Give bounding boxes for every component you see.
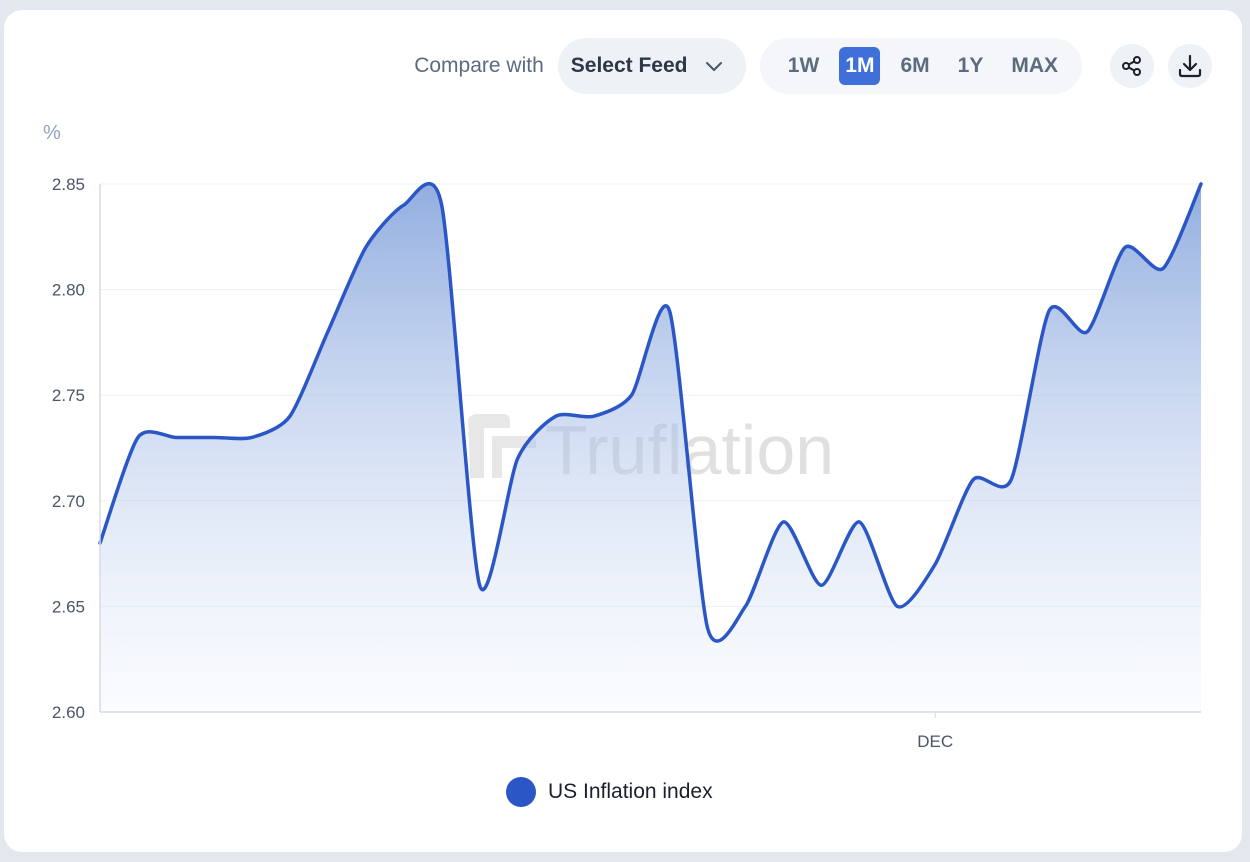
x-tick-label: DEC [917,732,953,751]
data-point[interactable] [1008,477,1014,483]
data-point[interactable] [932,561,938,567]
share-icon [1122,56,1141,76]
data-point[interactable] [894,603,900,609]
y-tick-label: 2.80 [52,281,85,300]
range-1m-button[interactable]: 1M [839,47,881,85]
data-point[interactable] [211,434,217,440]
download-icon [1178,54,1202,78]
data-point[interactable] [515,456,521,462]
data-point[interactable] [666,308,672,314]
data-point[interactable] [287,413,293,419]
data-point[interactable] [818,582,824,588]
range-max-button[interactable]: MAX [1011,54,1058,77]
data-point[interactable] [1046,308,1052,314]
y-tick-label: 2.85 [52,175,85,194]
data-point[interactable] [704,625,710,631]
data-point[interactable] [742,603,748,609]
range-1w-button[interactable]: 1W [787,54,820,77]
data-point[interactable] [591,413,597,419]
y-axis-ticks: 2.85 2.80 2.75 2.70 2.65 2.60 [52,175,85,722]
data-point[interactable] [629,392,635,398]
legend-label: US Inflation index [548,780,713,803]
select-feed-dropdown[interactable]: Select Feed [557,38,746,94]
share-button[interactable] [1110,44,1154,88]
data-point[interactable] [135,434,141,440]
y-tick-label: 2.60 [52,703,85,722]
data-point[interactable] [401,202,407,208]
range-6m-button[interactable]: 6M [900,54,930,77]
series-area-fill [100,183,1201,712]
chart-legend[interactable]: US Inflation index [506,777,713,807]
data-point[interactable] [856,519,862,525]
data-point[interactable] [1160,265,1166,271]
compare-label: Compare with [414,54,544,77]
data-point[interactable] [970,477,976,483]
series-line-us-inflation-index [98,181,1203,643]
y-tick-label: 2.75 [52,386,85,405]
data-point[interactable] [553,413,559,419]
y-tick-label: 2.65 [52,597,85,616]
data-point[interactable] [1198,181,1204,187]
data-point[interactable] [173,434,179,440]
truflation-logo-icon [468,414,510,478]
legend-marker [506,777,536,807]
data-point[interactable] [780,519,786,525]
download-button[interactable] [1168,44,1212,88]
y-axis-unit-label: % [43,122,61,144]
data-point[interactable] [325,329,331,335]
select-feed-label: Select Feed [570,54,688,77]
range-selector: 1W 1M 6M 1Y MAX [759,38,1082,94]
data-point[interactable] [249,434,255,440]
data-point[interactable] [1122,244,1128,250]
data-point[interactable] [477,582,483,588]
data-point[interactable] [1084,329,1090,335]
chart-toolbar: Compare with Select Feed 1W 1M 6M 1Y MAX [414,38,1212,94]
chevron-down-icon [705,62,722,71]
y-tick-label: 2.70 [52,492,85,511]
data-point[interactable] [439,202,445,208]
data-point[interactable] [363,244,369,250]
range-1y-button[interactable]: 1Y [957,54,984,77]
x-axis-ticks: DEC [917,712,953,751]
